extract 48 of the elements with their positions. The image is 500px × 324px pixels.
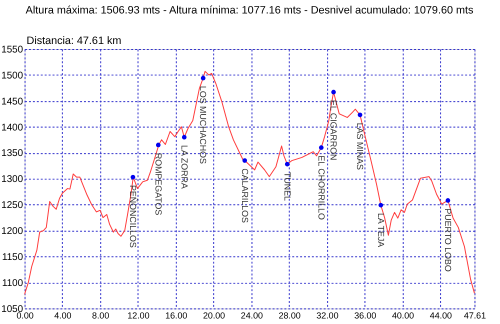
y-tick-label: 1300 <box>1 174 24 186</box>
point <box>358 112 362 118</box>
x-tick-label: 4.00 <box>54 310 72 321</box>
point <box>284 162 290 166</box>
point <box>156 142 161 148</box>
point <box>200 76 206 80</box>
y-tick-label: 1400 <box>1 122 24 134</box>
y-tick-label: 1450 <box>1 96 24 108</box>
line-series <box>24 70 475 295</box>
x-tick-label: 16.00 <box>165 310 188 321</box>
point <box>331 90 336 94</box>
x-tick-label: 24.00 <box>240 310 263 321</box>
point <box>378 202 384 208</box>
x-tick-label: 8.00 <box>92 310 110 321</box>
x-tick-label: 36.00 <box>354 310 376 321</box>
x-tick-label: 12.00 <box>127 310 150 321</box>
x-tick-label: 44.00 <box>430 310 452 321</box>
x-tick-label: 20.00 <box>202 310 226 321</box>
annotation: LOS MUCHACHOS <box>198 86 208 164</box>
annotation: LAS MINAS <box>355 122 366 170</box>
y-tick-label: 1250 <box>1 200 24 212</box>
x-tick-label: 47.61 <box>464 310 486 321</box>
annotation: EL CHORRILLO <box>316 155 326 220</box>
annotation: ROMPEGATOS <box>153 152 164 216</box>
y-tick-label: 1500 <box>1 70 24 82</box>
point <box>242 158 248 163</box>
y-tick-label: 1200 <box>1 226 24 237</box>
y-tick-label: 1550 <box>1 44 24 56</box>
point <box>446 198 450 203</box>
point <box>182 134 187 140</box>
y-tick-label: 1150 <box>2 252 24 263</box>
x-tick-label: 28.00 <box>278 310 301 321</box>
point <box>130 174 136 180</box>
annotation: EL CIGARRON <box>328 100 339 160</box>
x-tick-label: 0.00 <box>16 310 34 321</box>
annotation: TUNEL <box>282 172 292 202</box>
y-tick-label: 1350 <box>1 148 24 160</box>
annotation: PEÑONCILLOS <box>128 184 138 248</box>
x-tick-label: 32.00 <box>316 310 339 321</box>
annotation: LA TEJA <box>376 213 386 248</box>
x-tick-label: 40.00 <box>392 310 414 321</box>
chart-subtitle: Distancia: 47.61 km <box>26 35 122 48</box>
y-tick-label: 1100 <box>2 278 24 289</box>
annotation: CALARILLOS <box>240 168 250 223</box>
annotation: PUERTO LOBO <box>442 208 453 272</box>
annotation: LA ZORRA <box>179 145 190 189</box>
chart-title: Altura máxima: 1506.93 mts - Altura mínima: 1077.16 mts - Desnivel acumulado: 1079.60 mts <box>26 4 474 17</box>
point <box>318 145 324 150</box>
